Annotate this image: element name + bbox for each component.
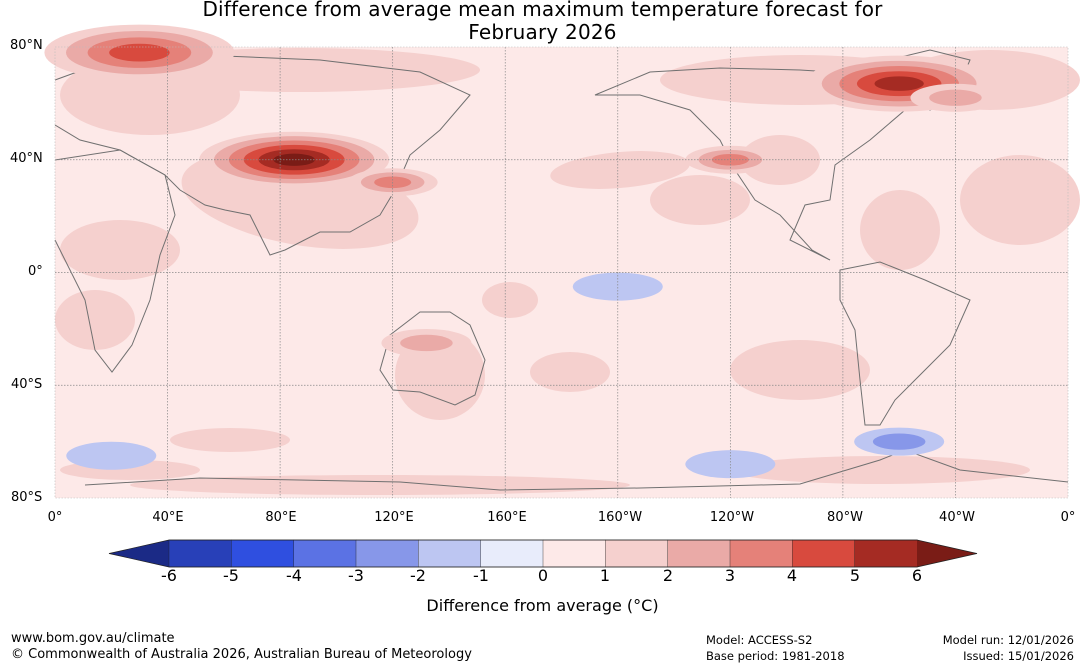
lon-label-160w: 160°W [597, 510, 643, 525]
anomaly-region [872, 433, 926, 450]
anomaly-region [572, 272, 663, 301]
lon-label-160e: 160°E [487, 510, 527, 525]
lon-label-40w: 40°W [939, 510, 975, 525]
colorbar-outline [108, 539, 978, 568]
anomaly-region [109, 43, 170, 62]
lat-label-80n: 80°N [10, 38, 43, 53]
colorbar-upper-extension [917, 540, 977, 567]
colorbar-tick-label: 1 [599, 566, 611, 585]
coastline-south-america [839, 261, 971, 426]
anomaly-band-1-2 [55, 290, 135, 350]
footer-model: Model: ACCESS-S2 [706, 633, 813, 647]
colorbar-segment [792, 539, 856, 568]
anomaly-band-1-2 [550, 151, 690, 189]
colorbar-tick-label: -5 [223, 566, 239, 585]
colorbar-segment [168, 539, 232, 568]
anomaly-band-1-2 [530, 352, 610, 392]
colorbar-segment [542, 539, 606, 568]
colorbar-tick-label: 0 [537, 566, 549, 585]
lat-label-equator: 0° [28, 264, 43, 279]
colorbar-segment [729, 539, 793, 568]
footer-issued: Issued: 15/01/2026 [963, 649, 1074, 663]
anomaly-band-1-2 [860, 190, 940, 270]
coastline-north-america [594, 67, 906, 261]
colorbar-lower-extension [109, 540, 169, 567]
colorbar-segment [605, 539, 669, 568]
colorbar-segment [854, 539, 918, 568]
coastline-eurasia [54, 54, 471, 256]
anomaly-band-1-2 [482, 282, 538, 318]
chart-title-line-2: February 2026 [468, 20, 617, 44]
lon-label-80w: 80°W [827, 510, 863, 525]
footer-copyright: © Commonwealth of Australia 2026, Austra… [11, 647, 472, 662]
anomaly-band-1-2 [740, 135, 820, 185]
lat-label-40n: 40°N [10, 151, 43, 166]
lon-label-120w: 120°W [709, 510, 755, 525]
colorbar-tick-label: 5 [849, 566, 861, 585]
colorbar-segment [293, 539, 357, 568]
anomaly-region [929, 89, 982, 106]
anomaly-region [273, 153, 315, 166]
anomaly-region [66, 441, 157, 470]
anomaly-band-1-2 [60, 220, 180, 280]
anomaly-band-1-2 [650, 175, 750, 225]
anomaly-region [400, 334, 453, 352]
anomaly-band-1-2 [960, 155, 1080, 245]
lon-label-0-right: 0° [1060, 510, 1076, 525]
coastline-australia [379, 311, 486, 406]
colorbar-tick-label: 6 [911, 566, 923, 585]
colorbar-title: Difference from average (°C) [426, 596, 659, 615]
colorbar-tick-label: 2 [662, 566, 674, 585]
colorbar-segment [480, 539, 544, 568]
lon-label-120e: 120°E [374, 510, 414, 525]
lon-label-80e: 80°E [265, 510, 297, 525]
colorbar-segment [355, 539, 419, 568]
colorbar-segment [418, 539, 482, 568]
anomaly-band-1-2 [730, 340, 870, 400]
footer-base-period: Base period: 1981-2018 [706, 649, 845, 663]
colorbar-tick-label: -4 [286, 566, 302, 585]
lon-label-40e: 40°E [152, 510, 184, 525]
footer-model-run: Model run: 12/01/2026 [942, 633, 1074, 647]
colorbar-tick-label: -6 [161, 566, 177, 585]
colorbar-segment [231, 539, 295, 568]
footer-url: www.bom.gov.au/climate [11, 631, 175, 646]
lat-label-80s: 80°S [11, 490, 43, 505]
colorbar-tick-label: 3 [724, 566, 736, 585]
colorbar-tick-label: -3 [348, 566, 364, 585]
colorbar-tick-label: 4 [786, 566, 798, 585]
anomaly-region [874, 76, 924, 91]
colorbar-segment [667, 539, 731, 568]
colorbar-tick-label: -1 [473, 566, 489, 585]
anomaly-band-1-2 [730, 456, 1030, 484]
anomaly-band-1-2 [170, 428, 290, 452]
coastline-antarctica [84, 449, 1069, 491]
lat-label-40s: 40°S [11, 377, 43, 392]
colorbar-tick-label: -2 [410, 566, 426, 585]
lon-label-0-left: 0° [47, 510, 63, 525]
chart-title-line-1: Difference from average mean maximum tem… [202, 0, 883, 21]
